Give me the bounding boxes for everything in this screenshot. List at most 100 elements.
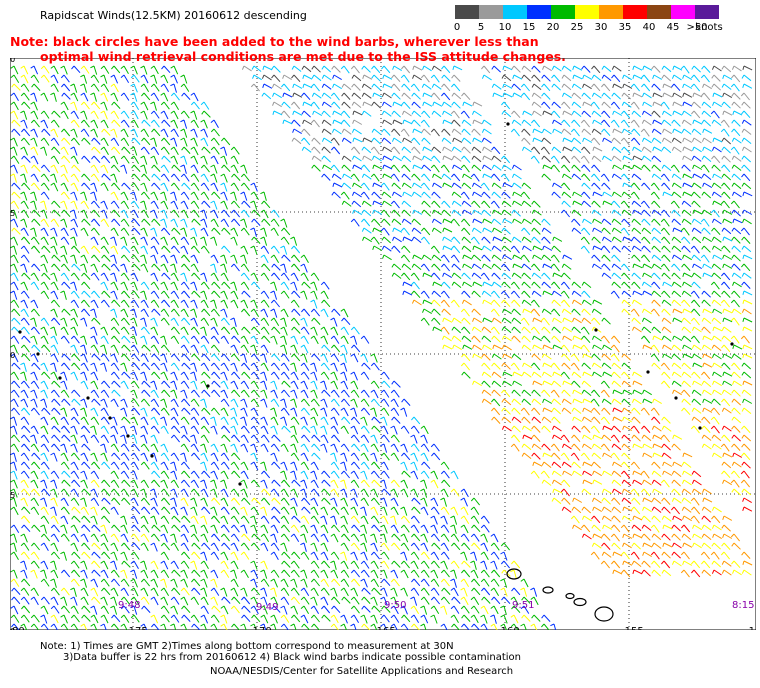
wind-barb xyxy=(140,497,150,506)
wind-barb xyxy=(231,371,241,380)
wind-barb xyxy=(20,200,29,210)
wind-barb xyxy=(710,551,720,560)
wind-barb xyxy=(251,587,260,596)
wind-barb xyxy=(661,254,671,262)
wind-barb xyxy=(511,182,522,189)
wind-barb xyxy=(661,119,672,126)
wind-barb xyxy=(611,371,621,379)
wind-barb xyxy=(120,533,129,543)
wind-barb xyxy=(10,416,18,426)
wind-barb xyxy=(601,245,611,254)
wind-barb xyxy=(31,524,41,532)
wind-barb xyxy=(61,83,71,92)
wind-barb xyxy=(80,92,89,102)
wind-barb xyxy=(712,137,723,143)
wind-barb xyxy=(251,65,262,72)
wind-barb xyxy=(470,506,480,515)
wind-barb xyxy=(220,416,229,426)
wind-barb xyxy=(190,506,198,516)
wind-barb xyxy=(692,380,703,386)
wind-barb xyxy=(20,452,30,461)
wind-barb xyxy=(582,461,593,467)
wind-barb xyxy=(280,623,289,630)
wind-barb xyxy=(721,281,731,290)
wind-barb xyxy=(541,353,552,360)
wind-barb xyxy=(430,74,440,83)
wind-barb xyxy=(701,416,711,424)
wind-barb xyxy=(610,101,620,110)
wind-barb xyxy=(550,155,560,164)
wind-barb xyxy=(340,569,350,578)
wind-barb xyxy=(360,515,369,525)
wind-barb xyxy=(382,119,392,126)
wind-barb xyxy=(220,506,230,515)
wind-barb xyxy=(100,344,107,354)
wind-barb xyxy=(60,272,70,281)
wind-barb xyxy=(21,335,31,343)
wind-barb xyxy=(671,362,682,370)
wind-barb xyxy=(371,128,382,135)
wind-barb xyxy=(210,128,220,137)
wind-barb xyxy=(712,101,722,108)
wind-barb xyxy=(701,110,712,118)
wind-barb xyxy=(230,290,239,300)
wind-barb xyxy=(170,263,177,273)
wind-barb xyxy=(682,353,693,359)
wind-barb xyxy=(150,326,159,336)
wind-barb xyxy=(512,191,523,197)
wind-barb xyxy=(110,83,119,93)
wind-barb xyxy=(230,569,238,579)
wind-barb xyxy=(311,146,321,154)
wind-barb xyxy=(540,146,550,155)
wind-barb xyxy=(180,542,190,551)
wind-barb xyxy=(100,110,108,120)
wind-barb xyxy=(60,263,70,272)
wind-barb xyxy=(80,299,90,308)
wind-barb xyxy=(742,344,753,350)
wind-barb xyxy=(250,443,258,453)
wind-barb xyxy=(681,245,691,253)
wind-barb xyxy=(551,74,561,83)
wind-barb xyxy=(481,596,491,604)
wind-barb xyxy=(460,110,470,119)
wind-barb xyxy=(442,182,453,188)
wind-barb xyxy=(661,209,670,218)
wind-barb xyxy=(661,452,672,459)
wind-barb xyxy=(410,515,420,524)
wind-barb xyxy=(241,497,251,506)
wind-barb xyxy=(690,515,700,524)
wind-barb xyxy=(632,146,642,153)
wind-barb xyxy=(220,560,229,570)
wind-barb xyxy=(452,344,462,351)
wind-barb xyxy=(260,623,267,630)
wind-barb xyxy=(221,542,231,551)
wind-barb xyxy=(671,236,682,244)
wind-barb xyxy=(200,317,210,326)
wind-barb xyxy=(451,326,462,334)
wind-barb xyxy=(330,164,340,173)
wind-barb xyxy=(721,362,731,370)
wind-barb xyxy=(271,506,281,514)
legend-label: 45 xyxy=(666,22,680,33)
wind-barb xyxy=(291,326,301,334)
wind-barb xyxy=(701,209,712,216)
wind-barb xyxy=(681,164,691,172)
wind-barb xyxy=(50,470,60,479)
wind-barb xyxy=(350,380,359,390)
wind-barb xyxy=(541,461,552,468)
wind-barb xyxy=(130,119,139,129)
wind-barb xyxy=(20,362,27,372)
wind-barb xyxy=(451,101,461,109)
wind-barb xyxy=(180,218,188,228)
wind-barb xyxy=(500,623,508,630)
wind-barb xyxy=(671,146,682,153)
wind-barb xyxy=(581,146,591,155)
wind-barb xyxy=(151,623,160,630)
wind-barb xyxy=(491,146,501,155)
wind-barb xyxy=(120,164,128,174)
wind-barb xyxy=(672,227,683,233)
wind-barb xyxy=(120,452,130,461)
wind-barb xyxy=(190,434,198,444)
wind-barb xyxy=(401,452,411,461)
wind-barb xyxy=(140,290,147,300)
